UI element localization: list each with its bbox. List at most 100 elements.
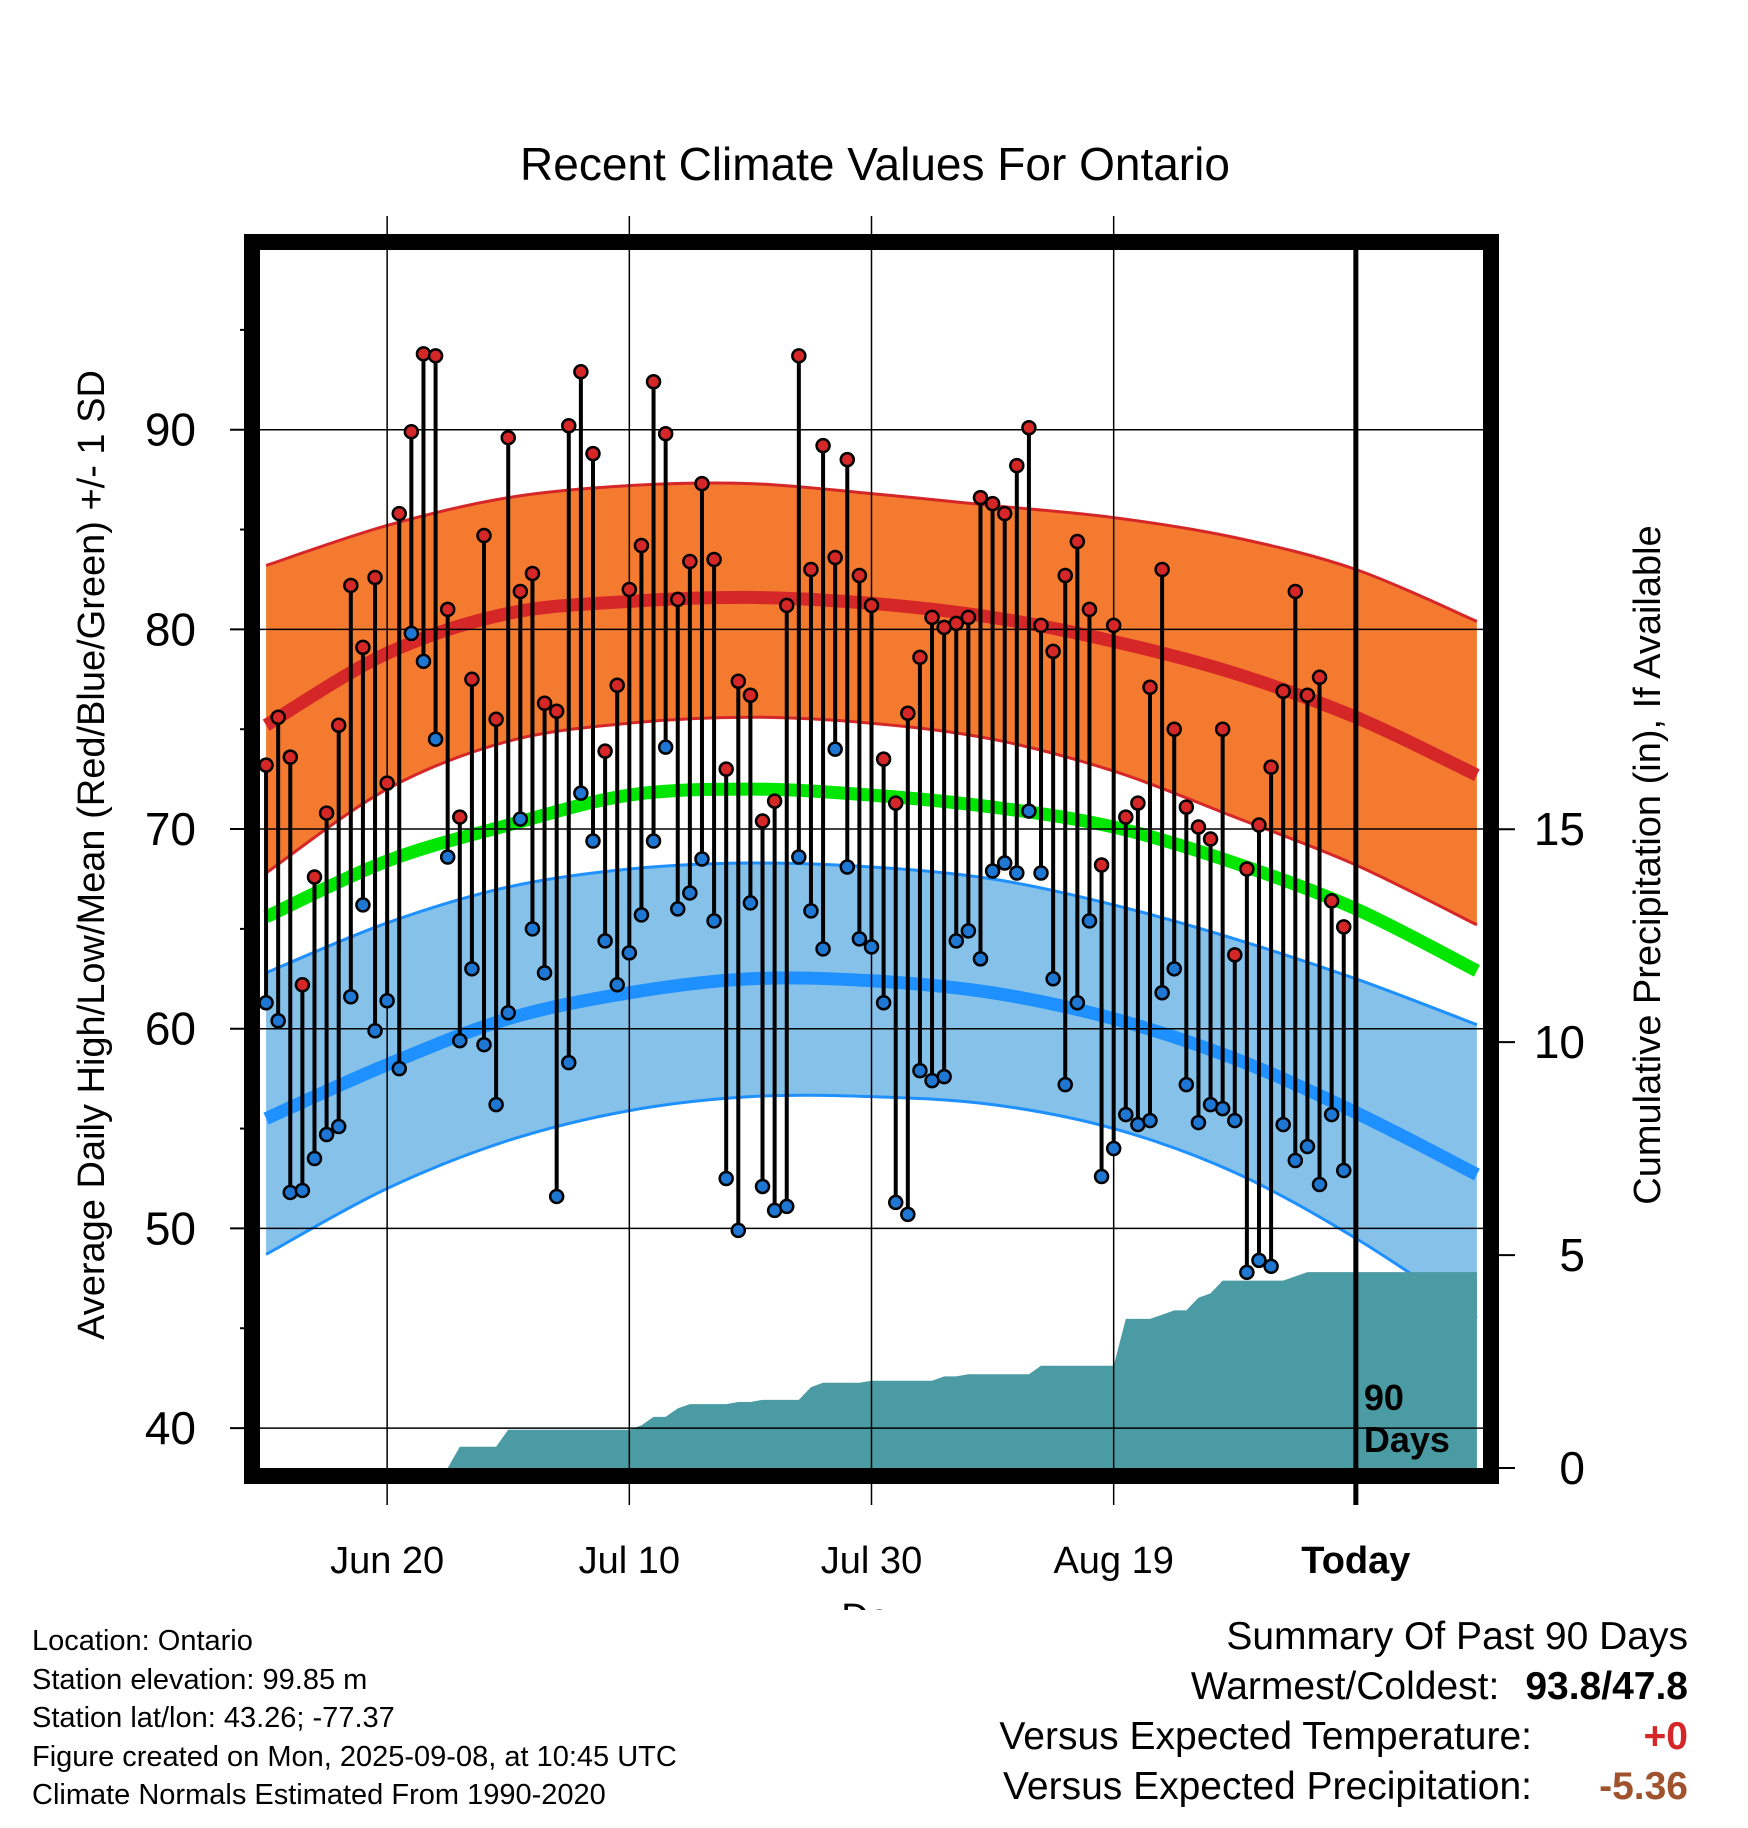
low-point [1251, 1252, 1267, 1269]
low-point [585, 833, 601, 849]
low-point [1287, 1152, 1304, 1169]
low-point [742, 895, 759, 911]
high-point [924, 609, 940, 626]
summary-precip: Versus Expected Precipitation: -5.36 [999, 1762, 1688, 1812]
x-axis-label: Day [841, 1597, 909, 1610]
low-point [318, 1126, 335, 1143]
low-point [500, 1004, 516, 1021]
high-point [863, 597, 880, 614]
temp-value: +0 [1643, 1715, 1688, 1758]
low-point [609, 977, 625, 993]
high-point [403, 423, 420, 440]
high-point [1009, 457, 1025, 474]
low-point [633, 907, 650, 923]
y2-tick-label: 10 [1534, 1016, 1585, 1068]
climate-chart: 40 50 60 70 80 90 0 5 10 15 Jun 20 Jul 10 Jul 30 Aug … [71, 138, 1669, 1610]
low-point [887, 1194, 904, 1211]
low-point [645, 833, 662, 849]
low-point [415, 653, 432, 670]
high-point [791, 348, 807, 364]
low-point [730, 1222, 747, 1239]
high-point [561, 417, 577, 434]
high-point [367, 569, 383, 586]
high-point [1166, 721, 1182, 737]
low-point [706, 913, 722, 929]
low-point [1045, 971, 1061, 987]
y-tick-label: 50 [145, 1202, 196, 1254]
high-point [815, 437, 831, 454]
high-point [1069, 533, 1086, 550]
low-point [452, 1032, 468, 1049]
high-point [900, 705, 916, 721]
y-tick-label: 60 [145, 1003, 196, 1055]
plot-frame [244, 234, 1499, 1484]
high-point [972, 489, 989, 506]
location-text: Location: Ontario [32, 1625, 253, 1657]
low-point [936, 1068, 952, 1085]
high-point [912, 649, 928, 666]
low-point [1118, 1106, 1134, 1123]
low-point [512, 811, 529, 827]
high-point [524, 565, 541, 582]
low-point [597, 933, 613, 949]
high-point [984, 495, 1001, 512]
low-point [488, 1096, 504, 1113]
high-point [682, 553, 698, 570]
low-point [996, 855, 1013, 871]
summary-panel: Summary Of Past 90 Days Warmest/Coldest:… [999, 1612, 1688, 1812]
low-point [1263, 1258, 1279, 1275]
high-point [573, 364, 589, 380]
low-point [476, 1036, 492, 1053]
low-point [1299, 1138, 1316, 1155]
low-point [984, 863, 1001, 879]
high-point [318, 805, 335, 821]
period-label: 90 Days [1364, 1377, 1450, 1460]
low-point [694, 851, 710, 867]
low-point [1009, 865, 1025, 881]
high-point [488, 711, 504, 727]
elevation-text: Station elevation: 99.85 m [32, 1663, 368, 1696]
low-point [791, 849, 807, 865]
high-point [1178, 799, 1195, 815]
high-point [512, 583, 529, 600]
low-point [827, 741, 843, 757]
high-point [1130, 795, 1146, 811]
high-point [1154, 561, 1170, 578]
station-info: Location: Ontario Station elevation: 99.… [32, 1622, 677, 1815]
low-point [1081, 913, 1098, 929]
x-tick-label: Jul 10 [579, 1540, 680, 1582]
y2-axis-label: Cumulative Precipitation (in), If Availa… [1627, 525, 1669, 1204]
high-point [706, 551, 722, 568]
high-point [439, 601, 456, 618]
low-point [670, 901, 686, 917]
high-point [1045, 643, 1061, 660]
y2-tick-label: 15 [1534, 803, 1585, 855]
y-tick-label: 40 [145, 1402, 196, 1454]
low-point [379, 993, 395, 1009]
low-point [1239, 1264, 1255, 1281]
axis-ticks: 40 50 60 70 80 90 0 5 10 15 Jun 20 Jul 10 Jul 30 Aug … [145, 328, 1585, 1582]
low-point [900, 1206, 916, 1223]
low-point [367, 1022, 383, 1039]
daily-stems [264, 353, 1346, 1273]
low-point [1142, 1112, 1158, 1129]
low-point [718, 1170, 734, 1187]
high-point [343, 577, 359, 594]
low-point [439, 849, 456, 865]
high-point [803, 561, 819, 578]
high-point [270, 709, 286, 725]
high-point [645, 374, 662, 390]
low-point [1105, 1140, 1122, 1157]
high-point [330, 717, 347, 733]
high-point [597, 743, 613, 759]
high-point [875, 751, 892, 767]
low-point [270, 1012, 286, 1029]
high-point [1287, 583, 1304, 600]
high-point [1021, 419, 1037, 436]
low-point [391, 1060, 408, 1077]
low-point [1154, 985, 1170, 1001]
low-point [343, 989, 359, 1005]
high-point [1081, 601, 1098, 618]
high-point [548, 703, 565, 719]
low-point [1335, 1162, 1352, 1179]
